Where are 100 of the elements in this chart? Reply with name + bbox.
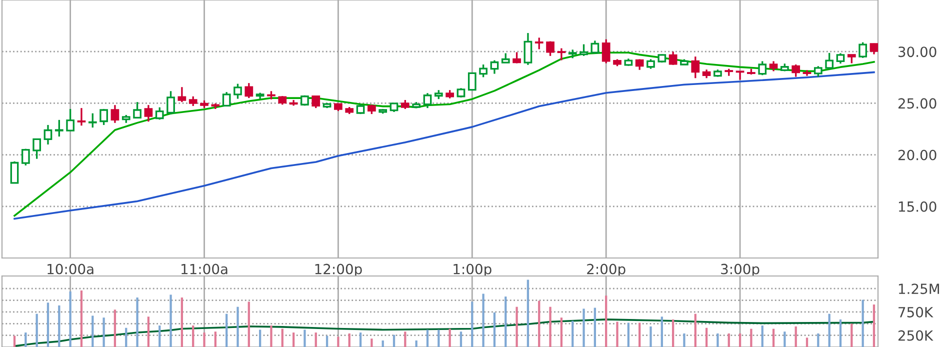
candlestick	[21, 148, 30, 166]
bar	[761, 326, 764, 347]
candlestick	[479, 64, 488, 78]
candlestick	[178, 86, 186, 103]
bar	[147, 316, 150, 347]
candlestick	[814, 65, 822, 78]
bar	[526, 280, 530, 347]
bar	[471, 302, 474, 347]
bar	[370, 338, 373, 347]
bar	[69, 291, 72, 347]
bar	[482, 294, 484, 347]
candlestick	[10, 160, 19, 184]
bar	[382, 340, 384, 347]
bar	[683, 333, 686, 347]
candlestick	[602, 38, 610, 64]
candlestick	[691, 56, 700, 79]
bar	[705, 328, 708, 347]
bar	[560, 318, 563, 347]
x-tick-label: 11:00a	[182, 264, 228, 274]
candlestick	[66, 108, 74, 132]
candlestick	[635, 58, 644, 71]
candlestick	[557, 47, 566, 62]
bar	[58, 305, 60, 347]
bar	[460, 332, 462, 347]
bar	[582, 308, 585, 347]
bar	[236, 306, 239, 347]
candlestick	[580, 43, 588, 57]
bar	[426, 330, 429, 347]
bar	[136, 297, 138, 347]
bar	[828, 314, 830, 347]
bar	[850, 324, 853, 347]
bar	[304, 330, 306, 347]
candlestick	[870, 42, 878, 56]
bar	[794, 326, 797, 347]
bar	[728, 333, 730, 347]
bar	[549, 306, 552, 347]
bar	[572, 320, 574, 347]
candlestick	[524, 32, 532, 66]
candlestick	[758, 60, 767, 76]
bar	[438, 330, 440, 347]
candlestick	[144, 104, 153, 122]
candlestick	[825, 52, 834, 70]
bar	[772, 328, 775, 347]
bar	[24, 332, 27, 347]
bar	[784, 332, 786, 347]
y-tick-label: 20.00	[898, 150, 936, 160]
bar	[180, 297, 183, 347]
bar	[192, 326, 194, 347]
bar	[13, 336, 16, 347]
bar	[114, 310, 116, 347]
bar	[594, 308, 596, 347]
y-tick-label: 15.00	[898, 201, 936, 212]
bar	[750, 328, 752, 347]
bar	[448, 328, 451, 347]
bar	[214, 332, 216, 347]
bar	[672, 319, 674, 347]
line-series	[14, 318, 875, 347]
candlestick	[501, 52, 510, 64]
bar	[493, 312, 496, 347]
candlestick	[166, 90, 175, 116]
candlestick	[155, 106, 164, 120]
bar	[36, 314, 38, 347]
x-tick-label: 2:00p	[587, 264, 626, 277]
bar	[516, 306, 518, 347]
bar	[359, 332, 362, 347]
bar	[872, 304, 876, 347]
bar	[92, 316, 94, 347]
bar	[125, 328, 128, 347]
y-tick-label: 750K	[898, 306, 934, 318]
bar	[203, 332, 206, 347]
y-tick-label: 250K	[898, 330, 934, 341]
bar	[326, 336, 328, 347]
candlestick	[546, 40, 554, 57]
bar	[638, 322, 641, 347]
bar	[348, 333, 350, 347]
candlestick	[244, 82, 254, 99]
y-tick-label: 25.00	[898, 98, 936, 109]
x-tick-label: 1:00p	[454, 264, 492, 277]
candlestick	[769, 60, 778, 72]
bar	[158, 326, 161, 347]
x-tick-label: 10:00a	[48, 264, 94, 274]
candlestick	[512, 51, 521, 64]
candlestick	[234, 82, 242, 100]
bar	[716, 333, 719, 347]
bar	[281, 328, 284, 347]
bar	[862, 300, 864, 347]
bar	[538, 300, 540, 347]
candlestick	[110, 104, 120, 124]
bar	[504, 296, 507, 347]
bar	[46, 302, 50, 347]
candlestick	[736, 70, 744, 81]
bar	[270, 326, 272, 347]
candlestick	[792, 64, 800, 78]
candlestick	[368, 104, 376, 115]
candlestick	[423, 92, 432, 109]
bar	[392, 334, 396, 347]
candlestick	[858, 41, 868, 59]
candlestick	[54, 119, 64, 138]
candlestick	[490, 59, 499, 75]
bar	[292, 332, 295, 347]
